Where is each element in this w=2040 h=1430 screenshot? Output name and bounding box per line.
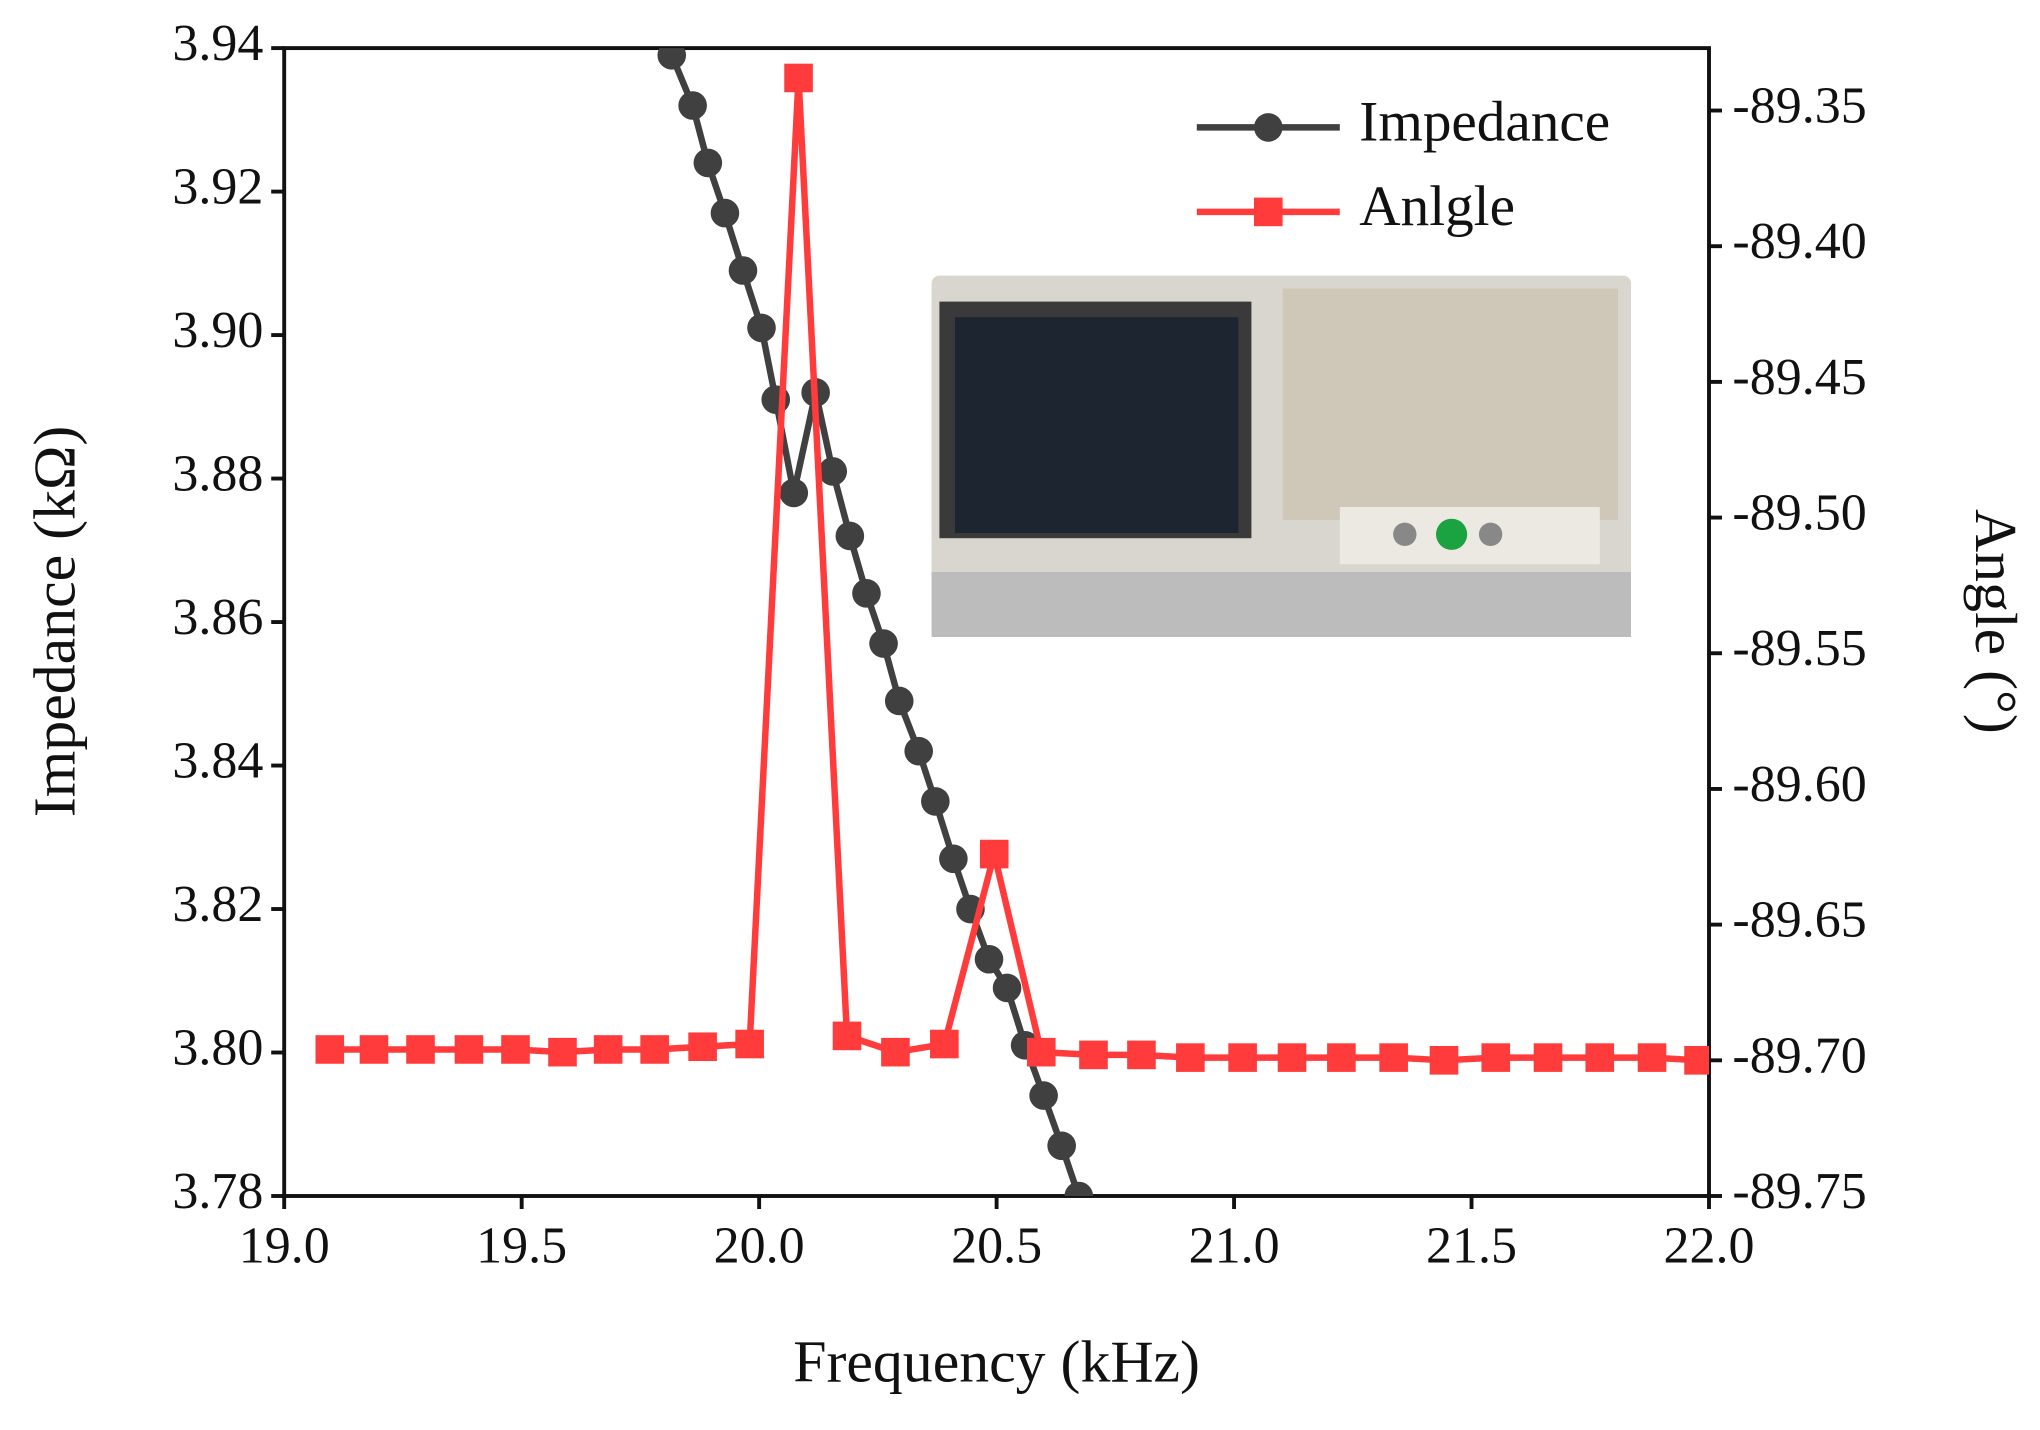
angle-marker [688,1032,717,1062]
x-tick-label: 19.5 [476,1218,567,1275]
angle-marker [1429,1046,1459,1075]
y-axis-label: Impedance (kΩ) [21,426,87,817]
angle-marker [1327,1043,1356,1072]
y2-tick-label: -89.60 [1732,756,1866,813]
impedance-marker [1064,1181,1094,1196]
y-tick-label: 3.92 [172,159,263,216]
impedance-marker [747,313,776,343]
y-tick-label: 3.94 [172,15,263,72]
x-tick-label: 20.0 [714,1218,805,1275]
y-tick-label: 3.90 [172,302,263,359]
angle-marker [1079,1040,1108,1070]
legend-marker [1254,113,1283,142]
impedance-marker [835,521,865,551]
impedance-marker [710,198,740,228]
plot-area [315,48,1709,1196]
impedance-marker [974,944,1004,974]
angle-marker [501,1035,530,1064]
angle-marker [1026,1037,1056,1067]
y-tick-label: 3.84 [172,732,263,789]
legend-label: Impedance [1359,91,1610,154]
impedance-marker [904,736,934,766]
angle-marker [881,1037,910,1067]
angle-marker [1585,1043,1615,1072]
y2-tick-label: -89.40 [1732,213,1866,270]
x-axis-label: Frequency (kHz) [793,1328,1200,1394]
angle-marker [640,1035,669,1064]
angle-marker [359,1035,389,1064]
x-tick-label: 20.5 [951,1218,1042,1275]
impedance-marker [869,629,898,658]
y2-tick-label: -89.55 [1732,620,1866,677]
impedance-marker [818,457,848,486]
legend-marker [1254,197,1283,227]
angle-marker [930,1029,959,1059]
y2-tick-label: -89.45 [1732,349,1866,406]
impedance-marker [693,148,723,178]
angle-marker [832,1021,862,1051]
angle-marker [784,63,813,93]
angle-marker [1684,1046,1709,1075]
y2-axis-label: Angle (°) [1963,509,2029,734]
impedance-marker [884,686,914,716]
angle-marker [1379,1043,1408,1072]
angle-marker [1481,1043,1511,1072]
impedance-marker [779,478,809,508]
inset-photo [931,275,1631,637]
y2-tick-label: -89.70 [1732,1027,1866,1084]
impedance-marker [657,48,687,70]
impedance-marker [852,579,881,608]
y-tick-label: 3.78 [172,1163,263,1220]
y-tick-label: 3.82 [172,876,263,933]
x-tick-label: 21.5 [1426,1218,1517,1275]
impedance-marker [728,256,758,285]
legend-label: Anlgle [1359,175,1515,238]
angle-marker [735,1029,764,1059]
y2-tick-label: -89.50 [1732,485,1866,542]
angle-marker [406,1035,435,1064]
impedance-marker [992,973,1022,1003]
y2-tick-label: -89.65 [1732,892,1866,949]
angle-marker [1533,1043,1563,1072]
angle-marker [1228,1043,1257,1072]
angle-marker [1277,1043,1307,1072]
impedance-marker [1029,1081,1058,1110]
angle-marker [454,1035,484,1064]
angle-marker [1176,1043,1205,1072]
y2-tick-label: -89.75 [1732,1163,1866,1220]
angle-marker [1637,1043,1667,1072]
x-tick-label: 22.0 [1664,1218,1755,1275]
y-tick-label: 3.86 [172,589,263,646]
angle-marker [979,839,1009,869]
angle-marker [593,1035,623,1064]
impedance-marker [1047,1131,1076,1161]
impedance-marker [921,787,950,816]
angle-marker [548,1037,577,1067]
y-tick-label: 3.80 [172,1019,263,1076]
y-tick-label: 3.88 [172,445,263,502]
angle-marker [1127,1040,1156,1070]
x-tick-label: 21.0 [1189,1218,1280,1275]
x-tick-label: 19.0 [239,1218,330,1275]
impedance-marker [678,91,707,120]
angle-marker [315,1035,345,1064]
impedance-marker [939,844,968,874]
y2-tick-label: -89.35 [1732,77,1866,134]
